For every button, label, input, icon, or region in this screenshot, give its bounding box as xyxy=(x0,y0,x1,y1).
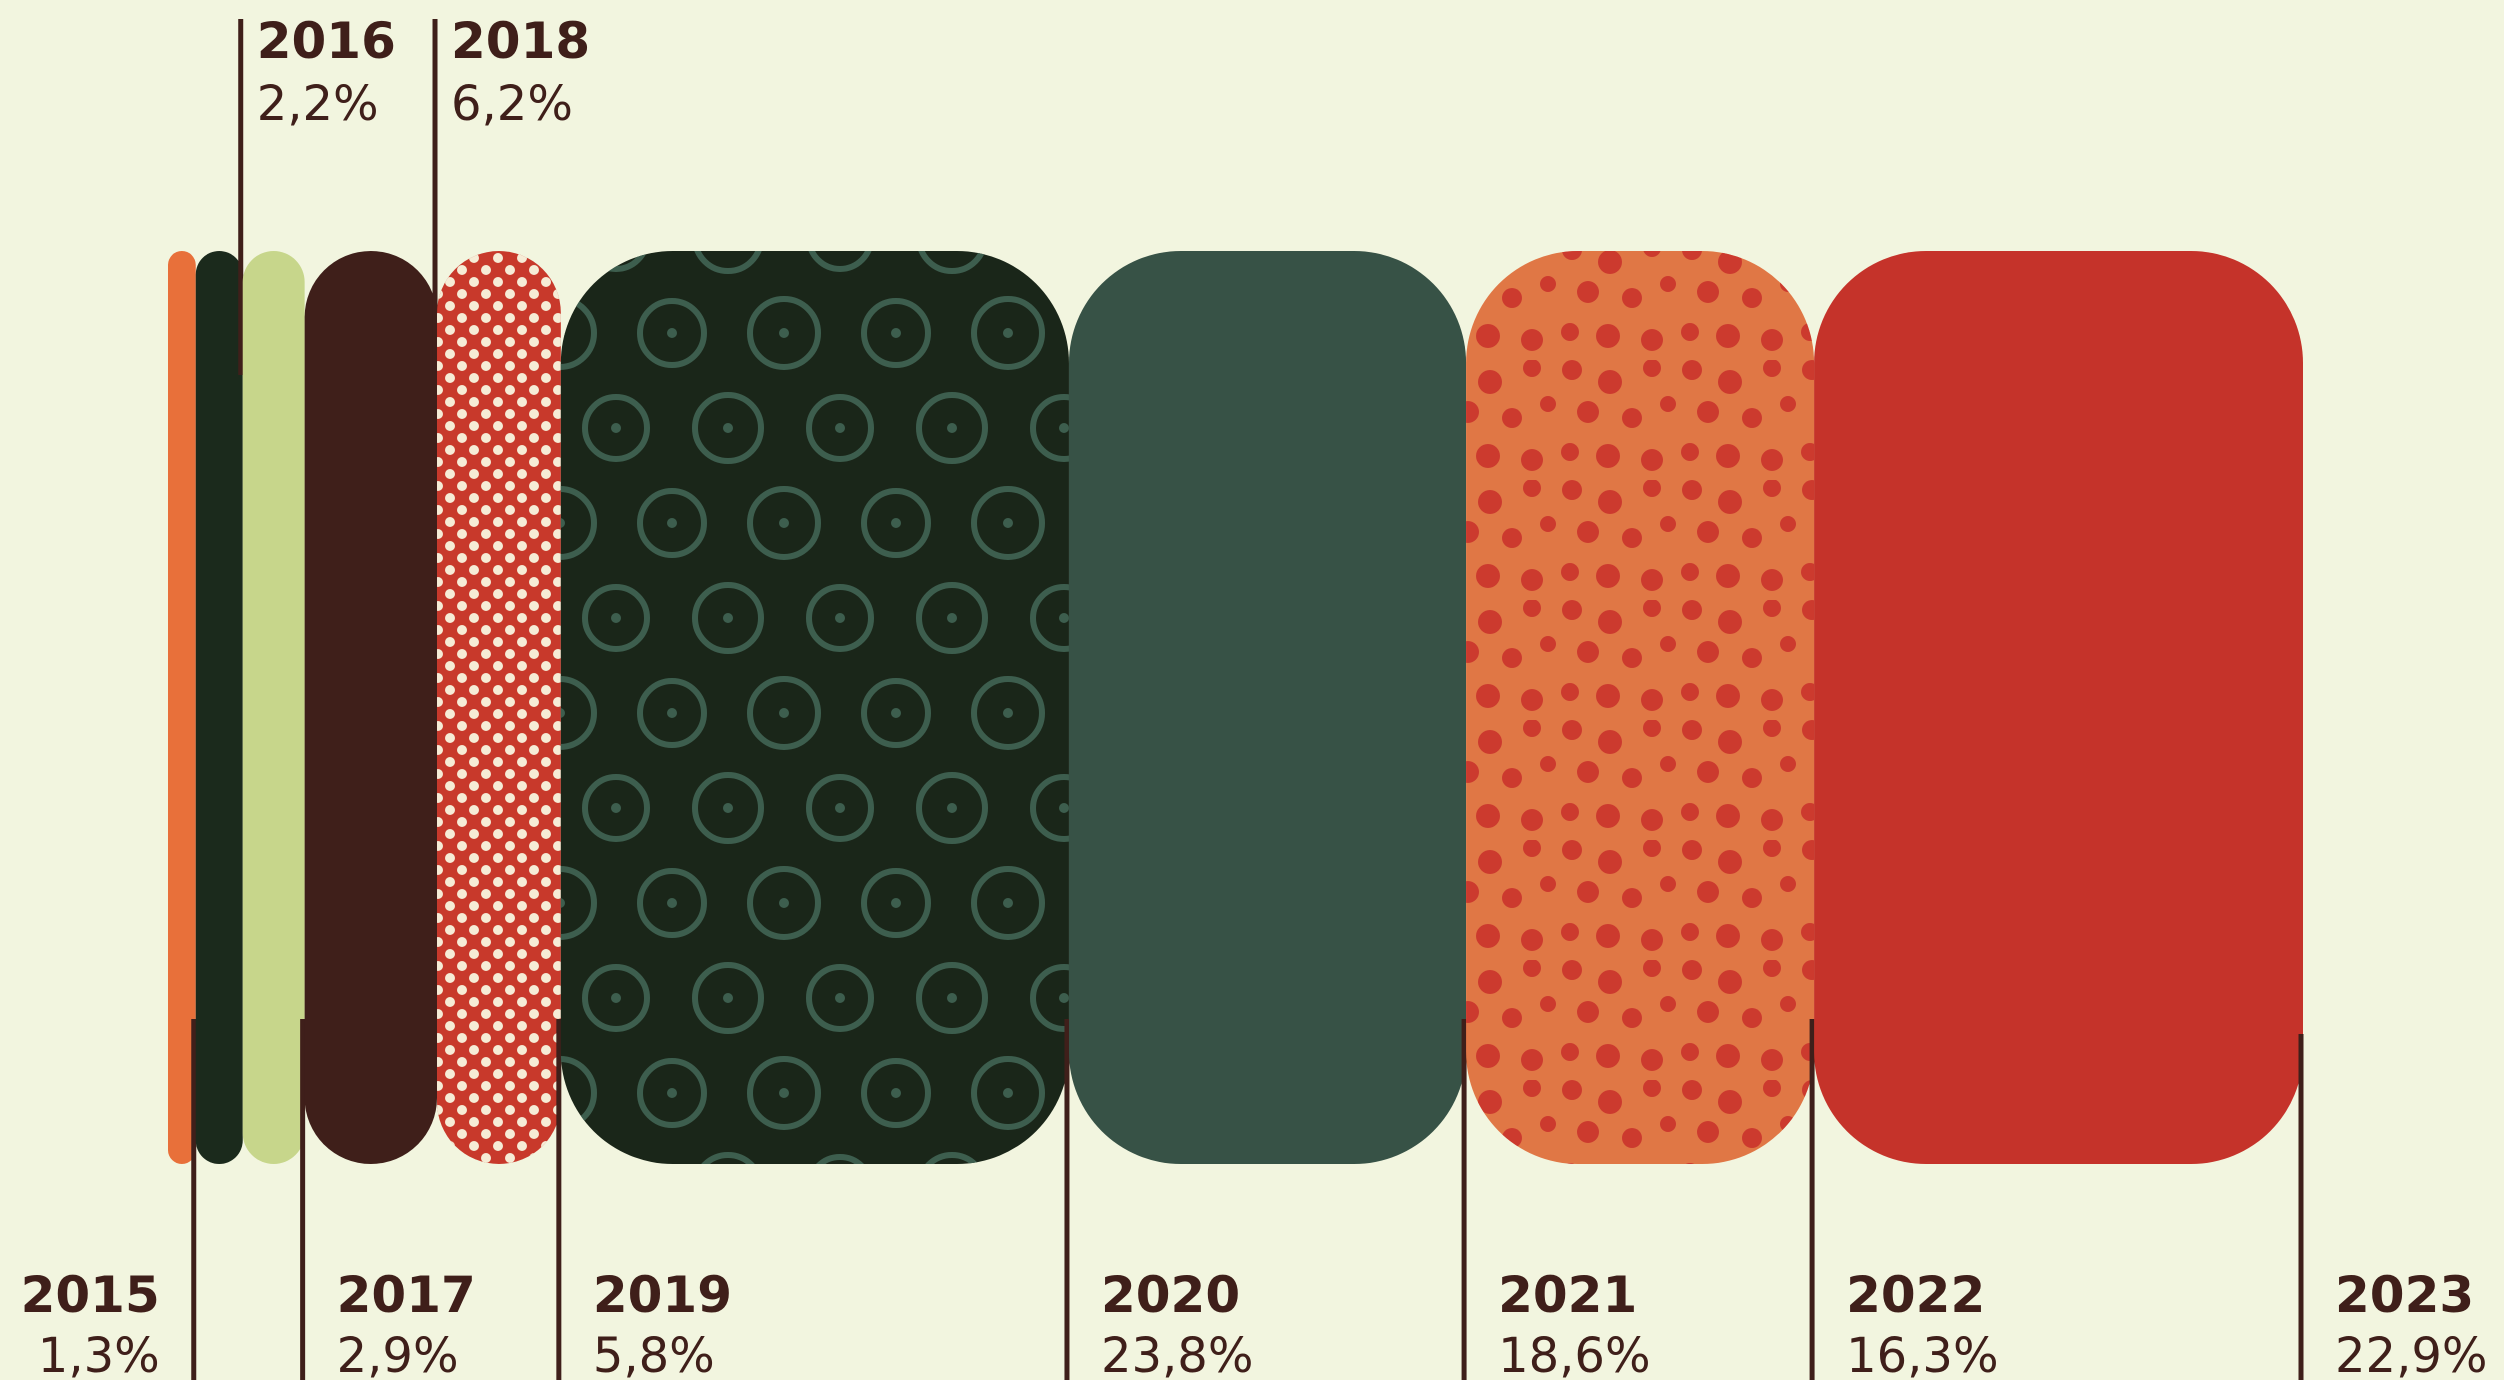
segment xyxy=(242,251,305,1164)
year-label: 2020 xyxy=(1101,1266,1240,1324)
value-label: 2,9% xyxy=(337,1328,459,1380)
segment xyxy=(195,251,243,1164)
value-label: 2,2% xyxy=(257,76,379,132)
segment-pattern xyxy=(560,251,1069,1164)
year-label: 2023 xyxy=(2335,1266,2474,1324)
value-label: 16,3% xyxy=(1846,1328,1998,1380)
value-label: 23,8% xyxy=(1101,1328,1253,1380)
segment xyxy=(168,251,196,1164)
year-label: 2015 xyxy=(21,1266,160,1324)
value-label: 1,3% xyxy=(38,1328,160,1380)
value-label: 6,2% xyxy=(451,76,573,132)
year-label: 2022 xyxy=(1846,1266,1985,1324)
value-label: 18,6% xyxy=(1498,1328,1650,1380)
year-label: 2017 xyxy=(337,1266,476,1324)
year-label: 2019 xyxy=(593,1266,732,1324)
segment xyxy=(1068,251,1467,1164)
segment-pattern xyxy=(437,251,561,1164)
segment xyxy=(1814,251,2303,1164)
year-label: 2021 xyxy=(1498,1266,1637,1324)
value-label: 5,8% xyxy=(593,1328,715,1380)
year-label: 2016 xyxy=(257,12,396,70)
segment xyxy=(304,251,438,1164)
value-label: 22,9% xyxy=(2335,1328,2487,1380)
year-label: 2018 xyxy=(451,12,590,70)
segment-pattern xyxy=(1466,251,1815,1164)
